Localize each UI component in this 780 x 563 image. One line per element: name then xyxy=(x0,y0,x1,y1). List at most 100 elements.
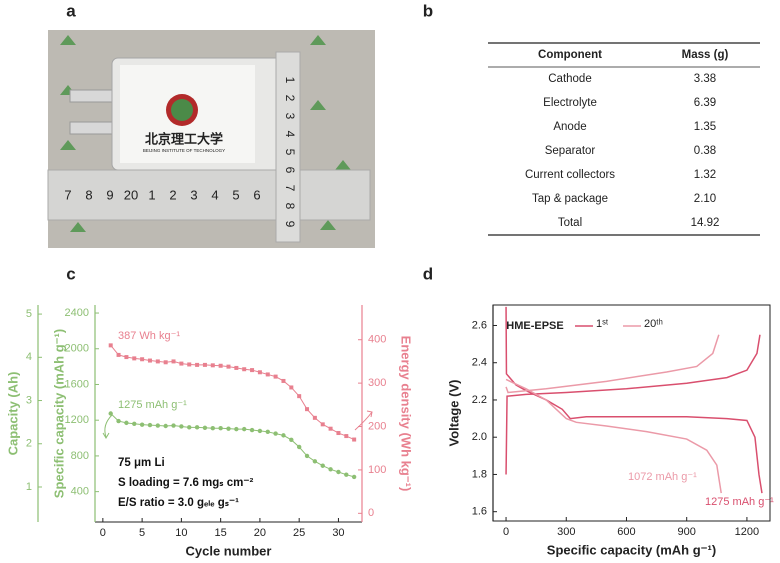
marker xyxy=(226,426,231,431)
marker xyxy=(139,422,145,427)
marker xyxy=(281,378,286,383)
ruler-digit: 3 xyxy=(283,113,297,120)
marker xyxy=(147,358,152,363)
legend-label: 20ᵗʰ xyxy=(644,318,663,330)
marker xyxy=(257,428,263,434)
ruler-vertical xyxy=(275,51,301,243)
ruler-digit: 3 xyxy=(190,187,197,202)
x-axis-label: Cycle number xyxy=(186,543,272,558)
marker xyxy=(257,370,262,375)
cell-text: 北京理工大学 xyxy=(145,131,223,146)
table-cell: Electrolyte xyxy=(543,97,597,109)
marker xyxy=(194,425,200,430)
annotation: S loading = 7.6 mgₛ cm⁻² xyxy=(118,477,253,489)
marker xyxy=(179,361,184,366)
marker xyxy=(344,434,349,439)
marker xyxy=(351,474,357,480)
marker xyxy=(108,411,113,416)
marker xyxy=(304,453,310,459)
marker xyxy=(195,362,200,367)
annotation: 1072 mAh g⁻¹ xyxy=(628,471,697,483)
marker xyxy=(312,459,318,464)
y3-tick-label: 5 xyxy=(26,308,32,320)
marker xyxy=(202,362,207,367)
y2-tick-label: 0 xyxy=(368,507,374,519)
y-tick-label: 1600 xyxy=(65,378,89,390)
x-tick-label: 30 xyxy=(332,527,344,539)
x-tick-label: 10 xyxy=(175,527,187,539)
ruler-digit: 4 xyxy=(211,187,218,202)
marker xyxy=(202,425,208,430)
table-cell: Tap & package xyxy=(532,193,608,205)
ruler-digit: 5 xyxy=(283,149,297,156)
ruler-digit: 2 xyxy=(283,95,297,102)
ruler-digit: 6 xyxy=(283,167,297,174)
marker xyxy=(336,431,341,436)
series-line xyxy=(505,334,722,494)
marker xyxy=(140,357,145,362)
ruler-digit: 8 xyxy=(283,203,297,210)
marker xyxy=(265,372,270,377)
marker xyxy=(155,359,160,364)
y2-tick-label: 300 xyxy=(368,377,386,389)
marker xyxy=(147,422,153,428)
marker xyxy=(297,394,302,399)
ruler-digit: 7 xyxy=(283,185,297,192)
marker xyxy=(312,415,317,420)
table-cell: 3.38 xyxy=(694,73,716,85)
logo xyxy=(171,99,193,121)
marker xyxy=(265,429,270,435)
y-tick-label: 1.6 xyxy=(472,506,487,518)
ruler-digit: 9 xyxy=(106,187,113,202)
table-header: Component xyxy=(538,49,602,61)
x-tick-label: 15 xyxy=(215,527,227,539)
table-cell: 1.35 xyxy=(694,121,716,133)
marker xyxy=(132,356,137,361)
y-tick-label: 2.2 xyxy=(472,394,487,406)
x-tick-label: 25 xyxy=(293,527,305,539)
x-tick-label: 600 xyxy=(617,526,635,538)
arrows xyxy=(102,410,373,439)
series-line xyxy=(505,306,763,494)
y3-axis-label: Capacity (Ah) xyxy=(5,372,20,456)
marker xyxy=(249,427,255,433)
x-tick-label: 1200 xyxy=(735,526,759,538)
marker xyxy=(289,385,294,390)
x-tick-label: 900 xyxy=(678,526,696,538)
marker xyxy=(187,425,192,430)
panel-label: d xyxy=(423,264,433,283)
table-cell: 6.39 xyxy=(694,97,716,109)
annotation: 1275 mAh g⁻¹ xyxy=(118,399,187,411)
panel-label: c xyxy=(66,264,75,283)
y2-tick-label: 100 xyxy=(368,464,386,476)
marker xyxy=(234,426,239,432)
annotation: 387 Wh kg⁻¹ xyxy=(118,330,180,342)
ruler-digit: 7 xyxy=(64,187,71,202)
marker xyxy=(108,343,113,348)
table-cell: 0.38 xyxy=(694,145,716,157)
marker xyxy=(352,437,357,442)
marker xyxy=(116,352,121,357)
ruler-digit: 1 xyxy=(148,187,155,202)
ruler-digit: 4 xyxy=(283,131,297,138)
x-tick-label: 20 xyxy=(254,527,266,539)
marker xyxy=(210,363,215,368)
legend-label: 1ˢᵗ xyxy=(596,318,609,330)
ruler-digit: 2 xyxy=(169,187,176,202)
annotation: 75 μm Li xyxy=(118,457,165,469)
y2-axis-label: Energy density (Wh kg⁻¹) xyxy=(399,336,414,492)
marker xyxy=(289,437,294,443)
y-axis-label: Specific capacity (mAh g⁻¹) xyxy=(51,329,66,498)
panel-label: b xyxy=(423,1,433,20)
ruler-digit: 6 xyxy=(253,187,260,202)
marker xyxy=(242,367,247,372)
marker xyxy=(155,423,161,428)
marker xyxy=(328,426,333,431)
y3-tick-label: 4 xyxy=(26,351,32,363)
table-cell: Current collectors xyxy=(525,169,615,181)
x-tick-label: 5 xyxy=(139,527,145,539)
marker xyxy=(124,355,129,360)
y-tick-label: 2000 xyxy=(65,343,89,355)
marker xyxy=(187,362,192,367)
